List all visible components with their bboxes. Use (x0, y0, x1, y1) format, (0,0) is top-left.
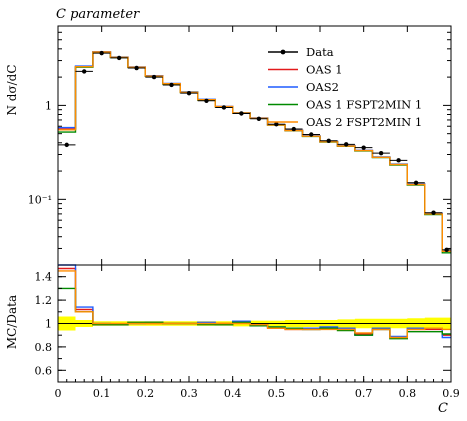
data-point (344, 142, 349, 147)
data-point (169, 82, 174, 88)
y-tick-label-ratio: 0.8 (35, 341, 53, 354)
x-tick-label: 0.4 (224, 387, 242, 400)
data-point (326, 138, 331, 143)
data-point (134, 65, 139, 71)
data-point (274, 122, 279, 127)
x-tick-label: 0 (55, 387, 62, 400)
legend-marker-data (280, 49, 286, 55)
data-point (378, 150, 384, 156)
data-point (256, 116, 262, 121)
ratio-series-line-2 (58, 287, 451, 340)
y-tick-label-ratio: 0.6 (35, 364, 53, 377)
data-point (82, 69, 87, 74)
series-line-3 (58, 51, 451, 254)
legend-label-2: OAS2 (306, 80, 339, 94)
main-plot-panel: 1 10⁻¹ (28, 25, 452, 266)
x-tick-label: 0.6 (311, 387, 329, 400)
series-line-2 (58, 51, 451, 252)
data-point (413, 180, 419, 185)
ratio-plot-panel: 0.6 0.8 1 1.2 1.4 0 0.1 0.2 0.3 0.4 0.5 0.6 0.7 0.8 0.… (35, 264, 460, 400)
data-point (291, 126, 296, 132)
series-line-4 (58, 51, 451, 252)
x-tick-label: 0.1 (93, 387, 111, 400)
x-tick-label: 0.5 (268, 387, 286, 400)
main-plot-frame (57, 25, 452, 266)
data-point (396, 158, 401, 163)
data-point (239, 111, 244, 116)
x-tick-label: 0.3 (180, 387, 198, 400)
y-tick-label-ratio: 1.2 (35, 294, 53, 307)
legend-label-4: OAS 2 FSPT2MIN 1 (306, 115, 422, 129)
x-tick-label: 0.8 (399, 387, 417, 400)
chart-title: C parameter (56, 7, 140, 22)
data-point (64, 142, 69, 148)
data-point (309, 132, 314, 137)
x-tick-label: 0.9 (442, 387, 460, 400)
x-axis-label: C (438, 401, 448, 416)
y-axis-label-ratio: MC/Data (5, 295, 19, 349)
data-point (431, 210, 436, 215)
y-tick-label-ratio: 1.4 (35, 271, 53, 284)
legend-label-1: OAS 1 (306, 63, 343, 77)
data-point (186, 90, 192, 96)
ratio-series-line-3 (58, 270, 451, 339)
data-point (116, 55, 122, 61)
series-line-1 (58, 51, 451, 252)
legend-label-0: Data (306, 45, 334, 59)
data-point (99, 50, 104, 56)
y-axis-label-main: N dσ/dC (5, 64, 19, 115)
data-point (361, 145, 366, 150)
legend-label-3: OAS 1 FSPT2MIN 1 (306, 98, 422, 112)
data-point (151, 74, 157, 80)
data-point (204, 98, 209, 103)
legend: Data OAS 1 OAS2 OAS 1 FSPT2MIN 1 OAS 2 FSPT2… (268, 45, 422, 129)
y-tick-label-main: 10⁻¹ (28, 193, 52, 206)
x-tick-label: 0.2 (137, 387, 155, 400)
y-tick-label-main: 1 (45, 99, 52, 112)
data-point (221, 105, 227, 110)
x-tick-label: 0.7 (355, 387, 373, 400)
y-tick-label-ratio: 1 (45, 318, 52, 331)
